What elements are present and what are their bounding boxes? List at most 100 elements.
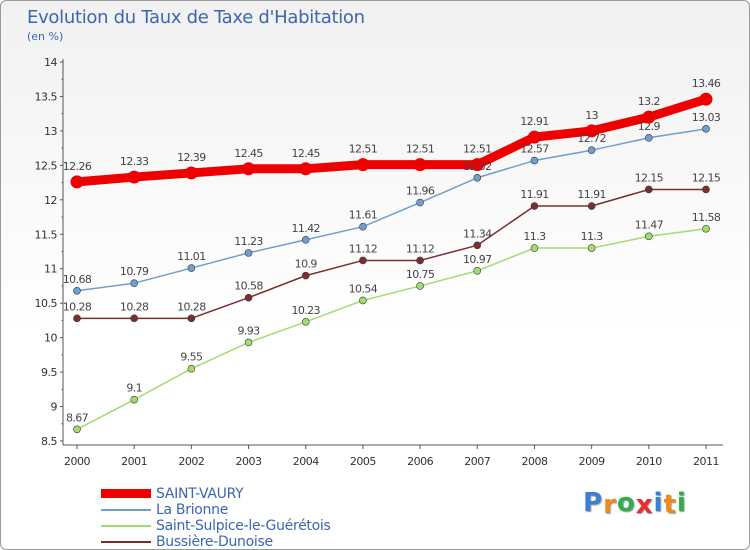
data-label: 12.9 xyxy=(638,120,661,133)
data-point xyxy=(242,162,256,176)
y-tick-label: 11.5 xyxy=(35,228,58,241)
data-point xyxy=(244,338,253,347)
data-label: 10.9 xyxy=(295,258,318,271)
x-tick-label: 2005 xyxy=(350,455,376,468)
data-label: 11.12 xyxy=(406,242,435,255)
legend-swatch xyxy=(101,525,151,527)
y-tick-label: 8.5 xyxy=(41,435,57,448)
data-point xyxy=(301,271,310,280)
data-label: 12.72 xyxy=(577,132,606,145)
data-point xyxy=(301,317,310,326)
data-label: 11.42 xyxy=(291,222,320,235)
y-tick-label: 13 xyxy=(44,125,57,138)
data-label: 8.67 xyxy=(66,411,89,424)
data-point xyxy=(473,266,482,275)
data-point xyxy=(587,202,596,210)
data-label: 10.28 xyxy=(177,300,206,313)
data-point xyxy=(527,130,541,144)
data-label: 10.75 xyxy=(406,268,435,281)
data-point xyxy=(587,146,596,155)
series-line xyxy=(76,228,707,431)
data-point xyxy=(470,158,484,172)
data-label: 12.45 xyxy=(291,147,320,160)
data-point xyxy=(73,286,81,295)
data-point xyxy=(70,175,84,189)
data-point xyxy=(73,425,81,434)
logo-letter: r xyxy=(603,490,617,520)
legend-label: La Brionne xyxy=(156,502,229,518)
data-point xyxy=(530,156,539,165)
x-tick-label: 2004 xyxy=(293,455,319,468)
data-label: 10.28 xyxy=(63,300,92,313)
legend-swatch xyxy=(101,509,151,511)
data-point xyxy=(530,202,539,210)
data-label: 10.28 xyxy=(120,300,149,313)
x-tick-label: 2000 xyxy=(64,455,90,468)
data-point xyxy=(127,170,141,184)
data-label: 11.96 xyxy=(406,185,435,198)
y-tick-label: 9.5 xyxy=(41,366,57,379)
data-point xyxy=(187,364,196,373)
y-tick-label: 12.5 xyxy=(35,159,58,172)
data-label: 11.91 xyxy=(577,188,606,201)
data-label: 11.3 xyxy=(523,230,546,243)
legend-label: Saint-Sulpice-le-Guérétois xyxy=(156,518,331,534)
data-point xyxy=(416,198,424,207)
data-label: 11.12 xyxy=(349,242,378,255)
data-label: 11.23 xyxy=(234,235,263,248)
data-label: 10.58 xyxy=(234,280,263,293)
data-point xyxy=(359,222,367,231)
series-line xyxy=(72,94,711,187)
data-label: 11.61 xyxy=(349,209,378,222)
data-label: 9.1 xyxy=(126,382,142,395)
logo-letter: P xyxy=(583,488,604,518)
data-label: 12.32 xyxy=(463,160,492,173)
data-point xyxy=(473,241,482,250)
legend-swatch xyxy=(101,541,151,543)
chart-title: Evolution du Taux de Taxe d'Habitation xyxy=(27,7,365,28)
data-label: 12.33 xyxy=(120,155,149,168)
legend-swatch xyxy=(101,489,151,498)
data-point xyxy=(184,166,198,180)
data-point xyxy=(530,244,539,252)
data-label: 11.58 xyxy=(692,211,721,224)
x-tick-label: 2008 xyxy=(521,455,547,468)
x-tick-label: 2010 xyxy=(636,455,662,468)
data-point xyxy=(416,282,424,290)
data-point xyxy=(130,395,138,404)
series-line xyxy=(76,188,707,320)
logo-letter: o xyxy=(616,488,636,518)
data-label: 9.93 xyxy=(237,324,260,337)
data-label: 10.97 xyxy=(463,253,492,266)
y-tick-label: 10 xyxy=(44,332,57,345)
x-tick-label: 2011 xyxy=(693,455,719,468)
data-point xyxy=(299,162,313,176)
x-tick-label: 2007 xyxy=(464,455,490,468)
y-tick-label: 10.5 xyxy=(35,297,58,310)
data-label: 12.15 xyxy=(692,171,721,184)
data-label: 12.26 xyxy=(63,160,92,173)
data-point xyxy=(702,125,710,133)
data-point xyxy=(301,235,310,244)
chart-subtitle: (en %) xyxy=(27,30,64,43)
data-point xyxy=(73,314,81,323)
data-label: 10.23 xyxy=(291,304,320,317)
logo-letter: x xyxy=(635,490,654,520)
data-label: 10.68 xyxy=(63,273,92,286)
data-label: 11.34 xyxy=(463,227,492,240)
x-tick-label: 2003 xyxy=(236,455,262,468)
y-tick-label: 12 xyxy=(44,194,57,207)
data-label: 11.01 xyxy=(177,250,206,263)
data-label: 12.45 xyxy=(234,147,263,160)
data-point xyxy=(359,256,367,265)
logo-letter: i xyxy=(676,488,687,518)
logo-letter: i xyxy=(653,488,664,518)
data-label: 12.51 xyxy=(406,143,435,156)
x-tick-label: 2009 xyxy=(579,455,605,468)
y-tick-label: 13.5 xyxy=(35,90,58,103)
data-point xyxy=(130,279,138,287)
data-point xyxy=(642,110,656,124)
data-label: 12.51 xyxy=(463,143,492,156)
data-label: 12.15 xyxy=(635,171,664,184)
data-label: 12.91 xyxy=(520,115,549,128)
